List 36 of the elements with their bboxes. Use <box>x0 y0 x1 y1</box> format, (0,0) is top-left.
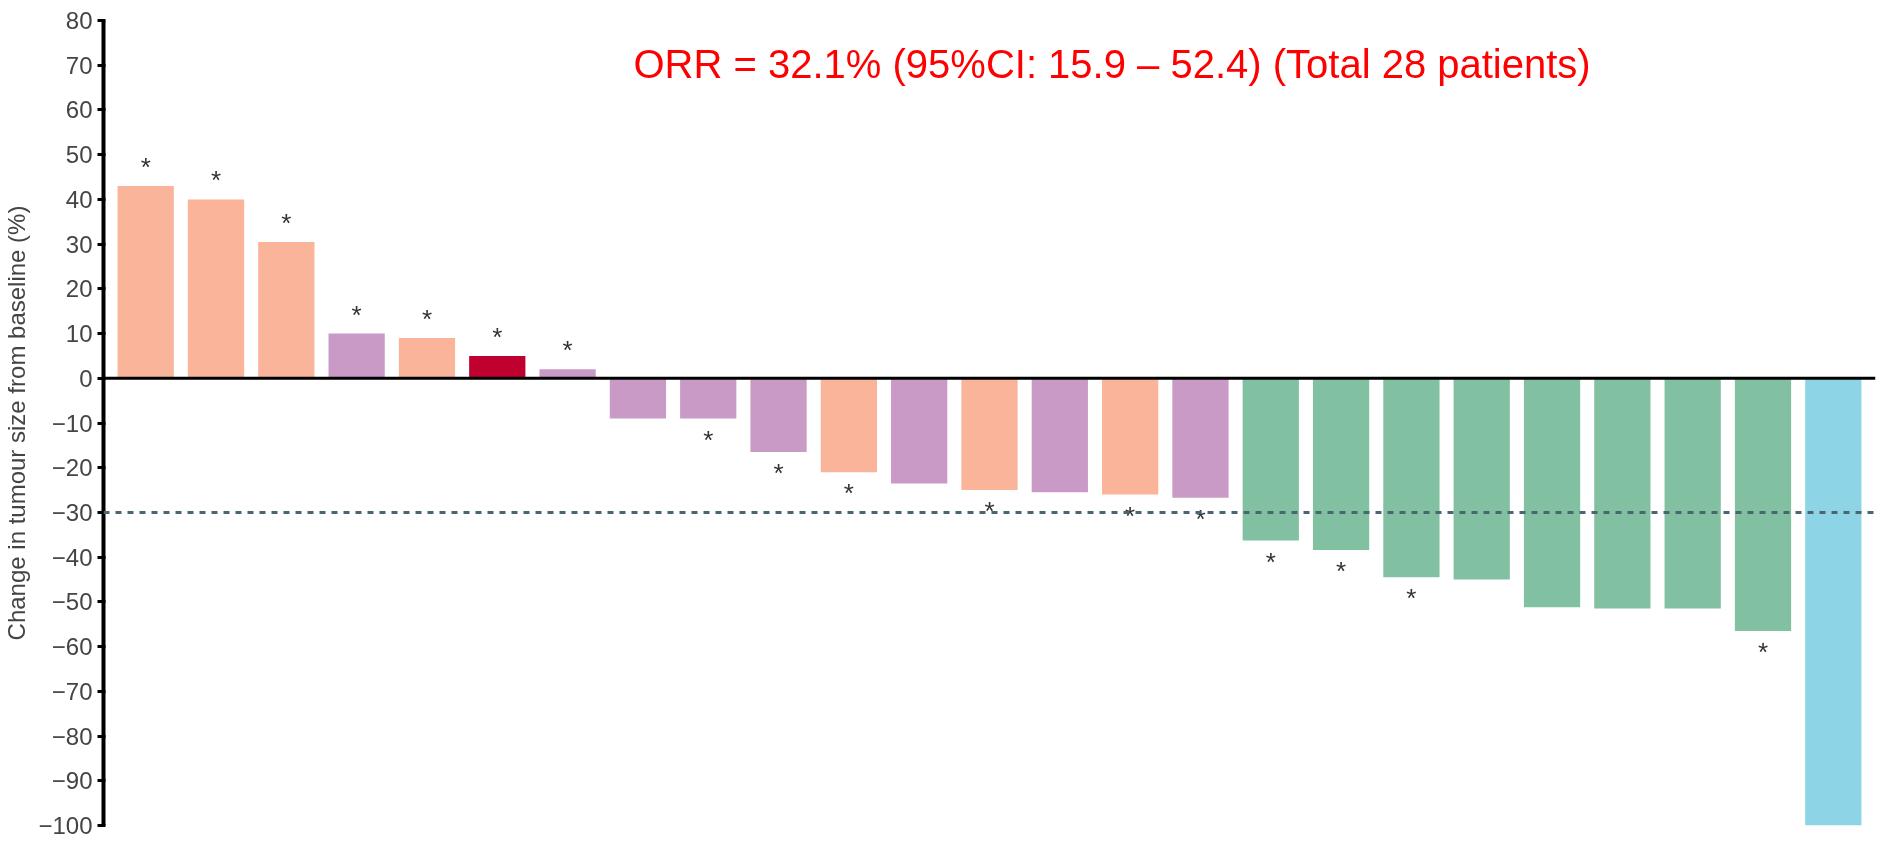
annotation: ORR = 32.1% (95%CI: 15.9 – 52.4) (Total 28 patients) <box>633 41 1591 86</box>
y-tick-label: 50 <box>65 141 93 169</box>
y-tick-label: 60 <box>65 96 93 124</box>
data-label: * <box>562 335 573 366</box>
data-label: * <box>492 321 503 352</box>
data-label: * <box>351 299 362 330</box>
y-axis-title: Change in tumour size from baseline (%) <box>3 205 31 641</box>
data-label: * <box>984 496 995 527</box>
data-label: * <box>703 424 714 455</box>
y-tick-label: 70 <box>65 51 93 79</box>
y-tick-label: −50 <box>51 588 93 616</box>
data-label: * <box>1265 546 1276 577</box>
y-tick-label: −80 <box>51 722 93 750</box>
y-tick-label: 40 <box>65 185 93 213</box>
y-tick-label: −100 <box>38 812 93 839</box>
y-tick-label: 0 <box>79 364 93 392</box>
data-label: * <box>843 478 854 509</box>
y-tick-label: −90 <box>51 767 93 795</box>
y-tick-label: 80 <box>65 7 93 34</box>
y-tick-label: −40 <box>51 543 93 571</box>
y-tick-label: −10 <box>51 409 93 437</box>
y-tick-label: −60 <box>51 633 93 661</box>
y-tick-label: 20 <box>65 275 93 303</box>
data-label: * <box>773 458 784 489</box>
y-tick-label: −20 <box>51 454 93 482</box>
y-tick-label: 30 <box>65 230 93 258</box>
y-tick-label: −70 <box>51 677 93 705</box>
data-label: * <box>1757 636 1769 667</box>
data-label: * <box>140 151 151 182</box>
data-label: * <box>281 207 292 238</box>
data-label: * <box>210 165 222 196</box>
data-label: * <box>421 304 433 335</box>
y-tick-label: 10 <box>65 320 93 348</box>
data-label: * <box>1406 583 1417 614</box>
y-tick-label: −30 <box>51 498 93 526</box>
data-label: * <box>1336 556 1347 587</box>
